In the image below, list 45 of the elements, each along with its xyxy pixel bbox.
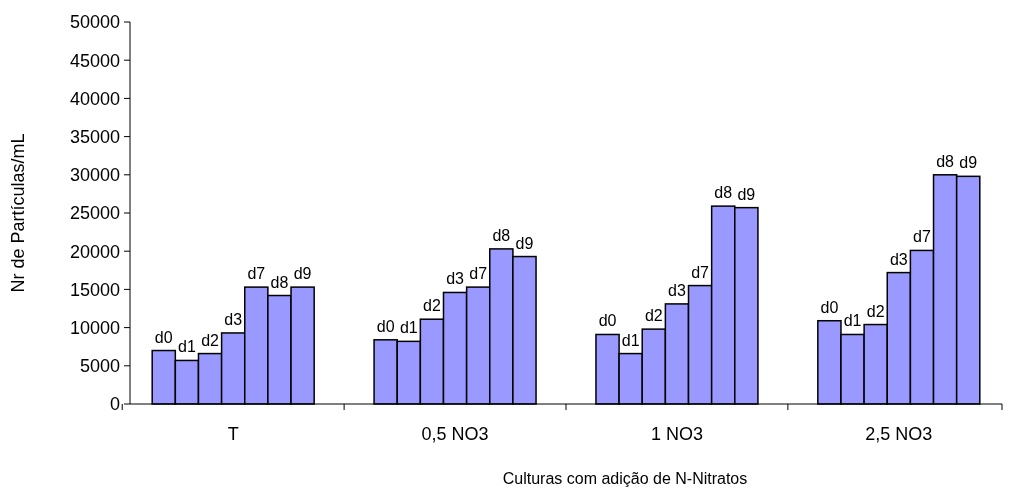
text: d7 bbox=[691, 263, 709, 281]
text: d1 bbox=[843, 312, 862, 330]
text: d0 bbox=[820, 298, 839, 316]
y-tick-label: 35000 bbox=[69, 126, 120, 147]
x-axis-title: Culturas com adição de N-Nitratos bbox=[502, 470, 748, 487]
text: d2 bbox=[866, 302, 885, 320]
series-label: d2 bbox=[201, 331, 220, 349]
y-tick-label: 25000 bbox=[69, 203, 120, 224]
text: d3 bbox=[446, 270, 464, 288]
series-label: d0 bbox=[154, 328, 173, 346]
text: d9 bbox=[959, 154, 978, 172]
text: d8 bbox=[936, 152, 954, 170]
text: d9 bbox=[515, 234, 534, 252]
text: d1 bbox=[621, 331, 640, 349]
series-label: d1 bbox=[178, 338, 196, 356]
y-axis-title: Nr de Partículas/mL bbox=[8, 133, 28, 293]
y-tick-label: 5000 bbox=[79, 356, 120, 377]
text: d7 bbox=[913, 228, 931, 246]
series-label: d3 bbox=[224, 310, 243, 328]
text: d1 bbox=[399, 319, 418, 337]
series-label: d9 bbox=[293, 265, 312, 283]
x-tick-label: T bbox=[227, 424, 239, 444]
y-tick-label: 15000 bbox=[69, 279, 120, 300]
text: d8 bbox=[492, 226, 511, 244]
y-tick-label: 45000 bbox=[69, 50, 120, 71]
text: d8 bbox=[714, 184, 733, 202]
x-tick-label: 1 NO3 bbox=[650, 424, 703, 444]
y-tick-label: 20000 bbox=[69, 241, 120, 262]
text: d3 bbox=[889, 250, 908, 268]
y-tick-label: 0 bbox=[109, 394, 120, 415]
y-tick-label: 30000 bbox=[69, 165, 120, 186]
x-tick-label: 2,5 NO3 bbox=[865, 424, 933, 444]
text: d2 bbox=[423, 297, 441, 315]
y-tick-label: 10000 bbox=[69, 317, 120, 338]
series-label: d7 bbox=[247, 265, 266, 283]
text: d0 bbox=[598, 312, 617, 330]
text: d2 bbox=[644, 307, 663, 325]
series-label: d8 bbox=[270, 273, 289, 291]
text: d3 bbox=[668, 281, 686, 299]
x-tick-label: 0,5 NO3 bbox=[421, 424, 489, 444]
y-tick-label: 40000 bbox=[69, 88, 120, 109]
text: d9 bbox=[737, 185, 756, 203]
text: d0 bbox=[376, 317, 395, 335]
text: d7 bbox=[469, 265, 488, 283]
y-tick-label: 50000 bbox=[69, 12, 120, 33]
